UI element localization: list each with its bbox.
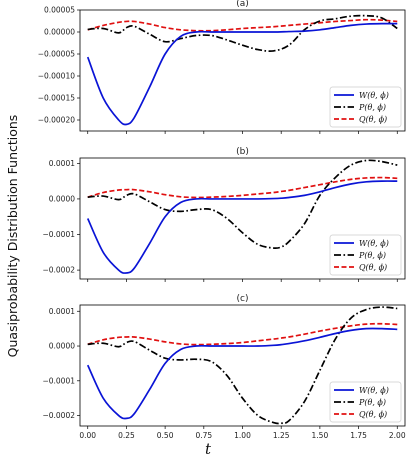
x-tick-label: 0.50: [157, 431, 174, 440]
y-tick-label: 0.0000: [49, 342, 75, 351]
series-line-Q: [87, 322, 398, 346]
y-tick-label: 0.0001: [49, 307, 75, 316]
x-tick-label: 0.00: [79, 431, 96, 440]
x-tick-label: 1.50: [312, 431, 329, 440]
legend-label-W: W(θ, ϕ): [359, 91, 389, 100]
series-line-W: [86, 22, 398, 126]
panel-title: (a): [236, 0, 249, 9]
y-axis-label: Quasiprobability Distribution Functions: [5, 115, 20, 358]
panels-group: (a) 0.00005 0.00000 −0.00005 −0.00010 −0.0001…: [38, 0, 406, 440]
series-line-Q: [87, 18, 398, 32]
x-tick-label: 0.25: [118, 431, 135, 440]
series-line-W: [86, 327, 398, 420]
series-line-P: [87, 14, 398, 53]
y-tick-label: 0.00000: [44, 28, 75, 37]
series-line-P: [87, 306, 398, 425]
x-axis-label: t: [205, 440, 212, 458]
y-tick-label: −0.00005: [38, 50, 76, 59]
legend-label-Q: Q(θ, ϕ): [359, 410, 387, 419]
x-tick-label: 1.00: [234, 431, 251, 440]
legend-label-P: P(θ, ϕ): [358, 103, 386, 112]
legend-box: [329, 86, 402, 128]
y-tick-label: −0.00010: [38, 72, 76, 81]
x-tick-label: 1.25: [273, 431, 290, 440]
panel-c: (c) 0.00 0.25 0.50 0.75 1.00 1.25 1.50 1.75 2.00 0…: [42, 294, 405, 440]
series-line-P: [87, 159, 398, 250]
legend-label-W: W(θ, ϕ): [359, 239, 389, 248]
y-tick-label: −0.0002: [42, 266, 75, 275]
y-tick-label: 0.00005: [44, 6, 75, 15]
series-line-W: [86, 180, 398, 274]
panel-title: (b): [236, 147, 249, 157]
legend-box: [329, 381, 402, 423]
series-line-Q: [87, 176, 398, 199]
legend-label-Q: Q(θ, ϕ): [359, 115, 387, 124]
panel-a: (a) 0.00005 0.00000 −0.00005 −0.00010 −0.0001…: [38, 0, 406, 134]
y-tick-label: −0.00015: [38, 94, 76, 103]
legend-label-P: P(θ, ϕ): [358, 398, 386, 407]
y-tick-label: 0.0000: [49, 195, 75, 204]
y-tick-label: −0.00020: [38, 116, 76, 125]
legend-label-W: W(θ, ϕ): [359, 386, 389, 395]
panel-title: (c): [237, 294, 249, 304]
y-tick-label: −0.0001: [42, 230, 75, 239]
y-tick-label: 0.0001: [49, 159, 75, 168]
x-tick-label: 2.00: [389, 431, 406, 440]
y-tick-label: −0.0001: [42, 376, 75, 385]
legend-label-P: P(θ, ϕ): [358, 251, 386, 260]
x-tick-label: 1.75: [350, 431, 367, 440]
panel-b: (b) 0.0001 0.0000 −0.0001 −0.0002 W(θ, ϕ) P(θ,…: [42, 147, 406, 282]
y-tick-label: −0.0002: [42, 411, 75, 420]
legend-label-Q: Q(θ, ϕ): [359, 263, 387, 272]
x-tick-label: 0.75: [195, 431, 212, 440]
legend-box: [329, 234, 402, 276]
